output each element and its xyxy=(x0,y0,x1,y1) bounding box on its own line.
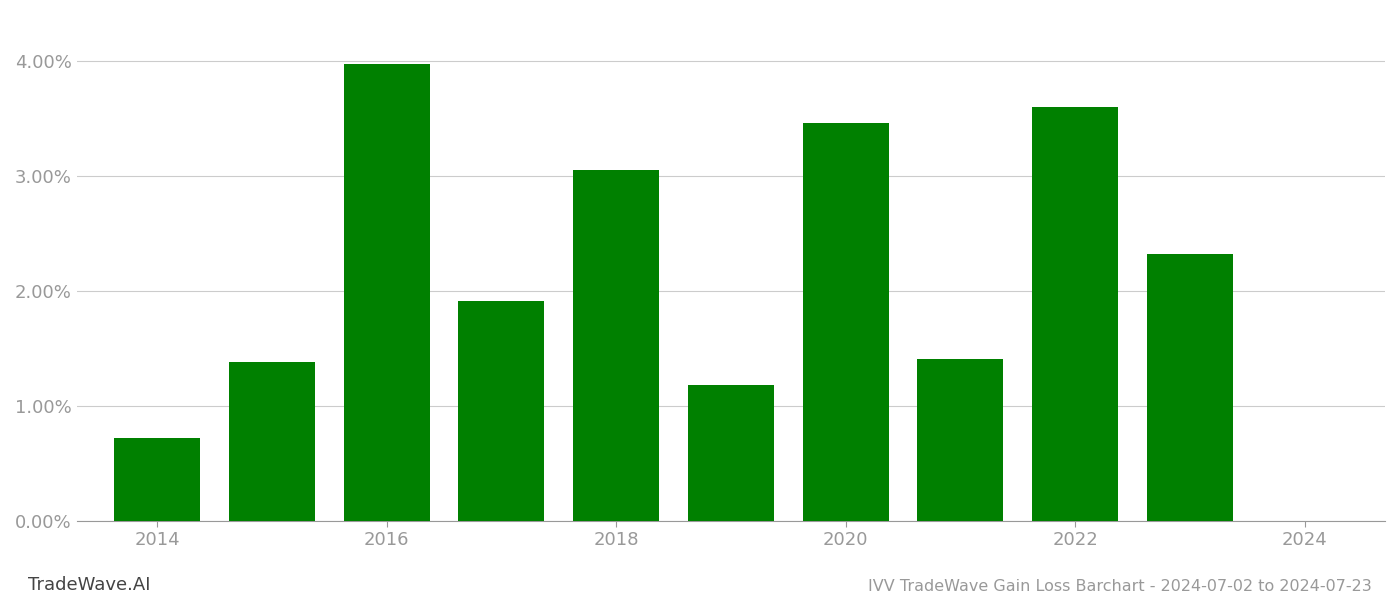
Bar xyxy=(343,64,430,521)
Text: TradeWave.AI: TradeWave.AI xyxy=(28,576,151,594)
Bar xyxy=(1147,254,1233,521)
Bar xyxy=(113,438,200,521)
Bar xyxy=(687,385,774,521)
Bar xyxy=(228,362,315,521)
Bar xyxy=(917,359,1004,521)
Bar xyxy=(802,123,889,521)
Bar xyxy=(458,301,545,521)
Bar xyxy=(573,170,659,521)
Bar xyxy=(1032,107,1119,521)
Text: IVV TradeWave Gain Loss Barchart - 2024-07-02 to 2024-07-23: IVV TradeWave Gain Loss Barchart - 2024-… xyxy=(868,579,1372,594)
